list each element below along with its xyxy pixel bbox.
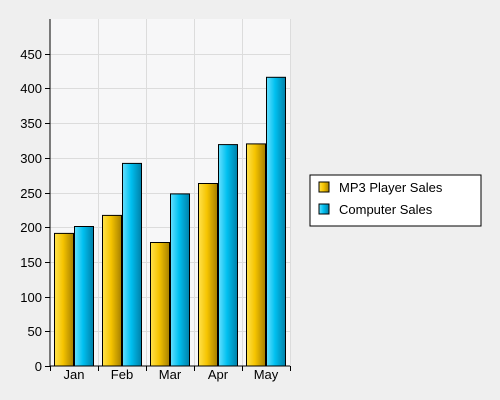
legend: MP3 Player Sales Computer Sales <box>309 174 482 227</box>
bar-computer-sales-may <box>266 76 286 367</box>
axes <box>49 19 290 367</box>
x-tick-label-feb: Feb <box>111 367 133 382</box>
legend-label-mp3-player-sales: MP3 Player Sales <box>339 180 443 195</box>
bar-computer-sales-mar <box>170 193 190 367</box>
bar-mp3-player-sales-may <box>246 143 266 367</box>
y-tick-label: 250 <box>20 186 42 201</box>
legend-label-computer-sales: Computer Sales <box>339 202 433 217</box>
y-tick-label: 450 <box>20 47 42 62</box>
y-ticks: 0 50 100 150 200 250 300 350 400 450 <box>20 47 50 374</box>
y-tick-label: 150 <box>20 255 42 270</box>
x-tick-label-mar: Mar <box>159 367 182 382</box>
bar-mp3-player-sales-mar <box>150 242 170 367</box>
bar-computer-sales-jan <box>74 226 94 367</box>
bar-mp3-player-sales-jan <box>54 232 74 367</box>
x-tick-label-jan: Jan <box>64 367 85 382</box>
legend-box <box>309 174 482 227</box>
y-tick-label: 100 <box>20 290 42 305</box>
y-tick-label: 200 <box>20 220 42 235</box>
y-tick-label: 350 <box>20 116 42 131</box>
bar-computer-sales-apr <box>218 144 238 367</box>
y-tick-label: 300 <box>20 151 42 166</box>
y-tick-label: 0 <box>35 359 42 374</box>
bar-mp3-player-sales-feb <box>102 214 122 367</box>
legend-swatch-mp3-player-sales <box>318 181 330 193</box>
legend-swatch-computer-sales <box>318 203 330 215</box>
bar-mp3-player-sales-apr <box>198 183 218 367</box>
x-ticks: Jan Feb Mar Apr May <box>50 366 291 382</box>
x-tick-label-apr: Apr <box>208 367 229 382</box>
y-tick-label: 50 <box>28 324 42 339</box>
bar-computer-sales-feb <box>122 162 142 367</box>
x-tick-label-may: May <box>254 367 279 382</box>
y-tick-label: 400 <box>20 81 42 96</box>
